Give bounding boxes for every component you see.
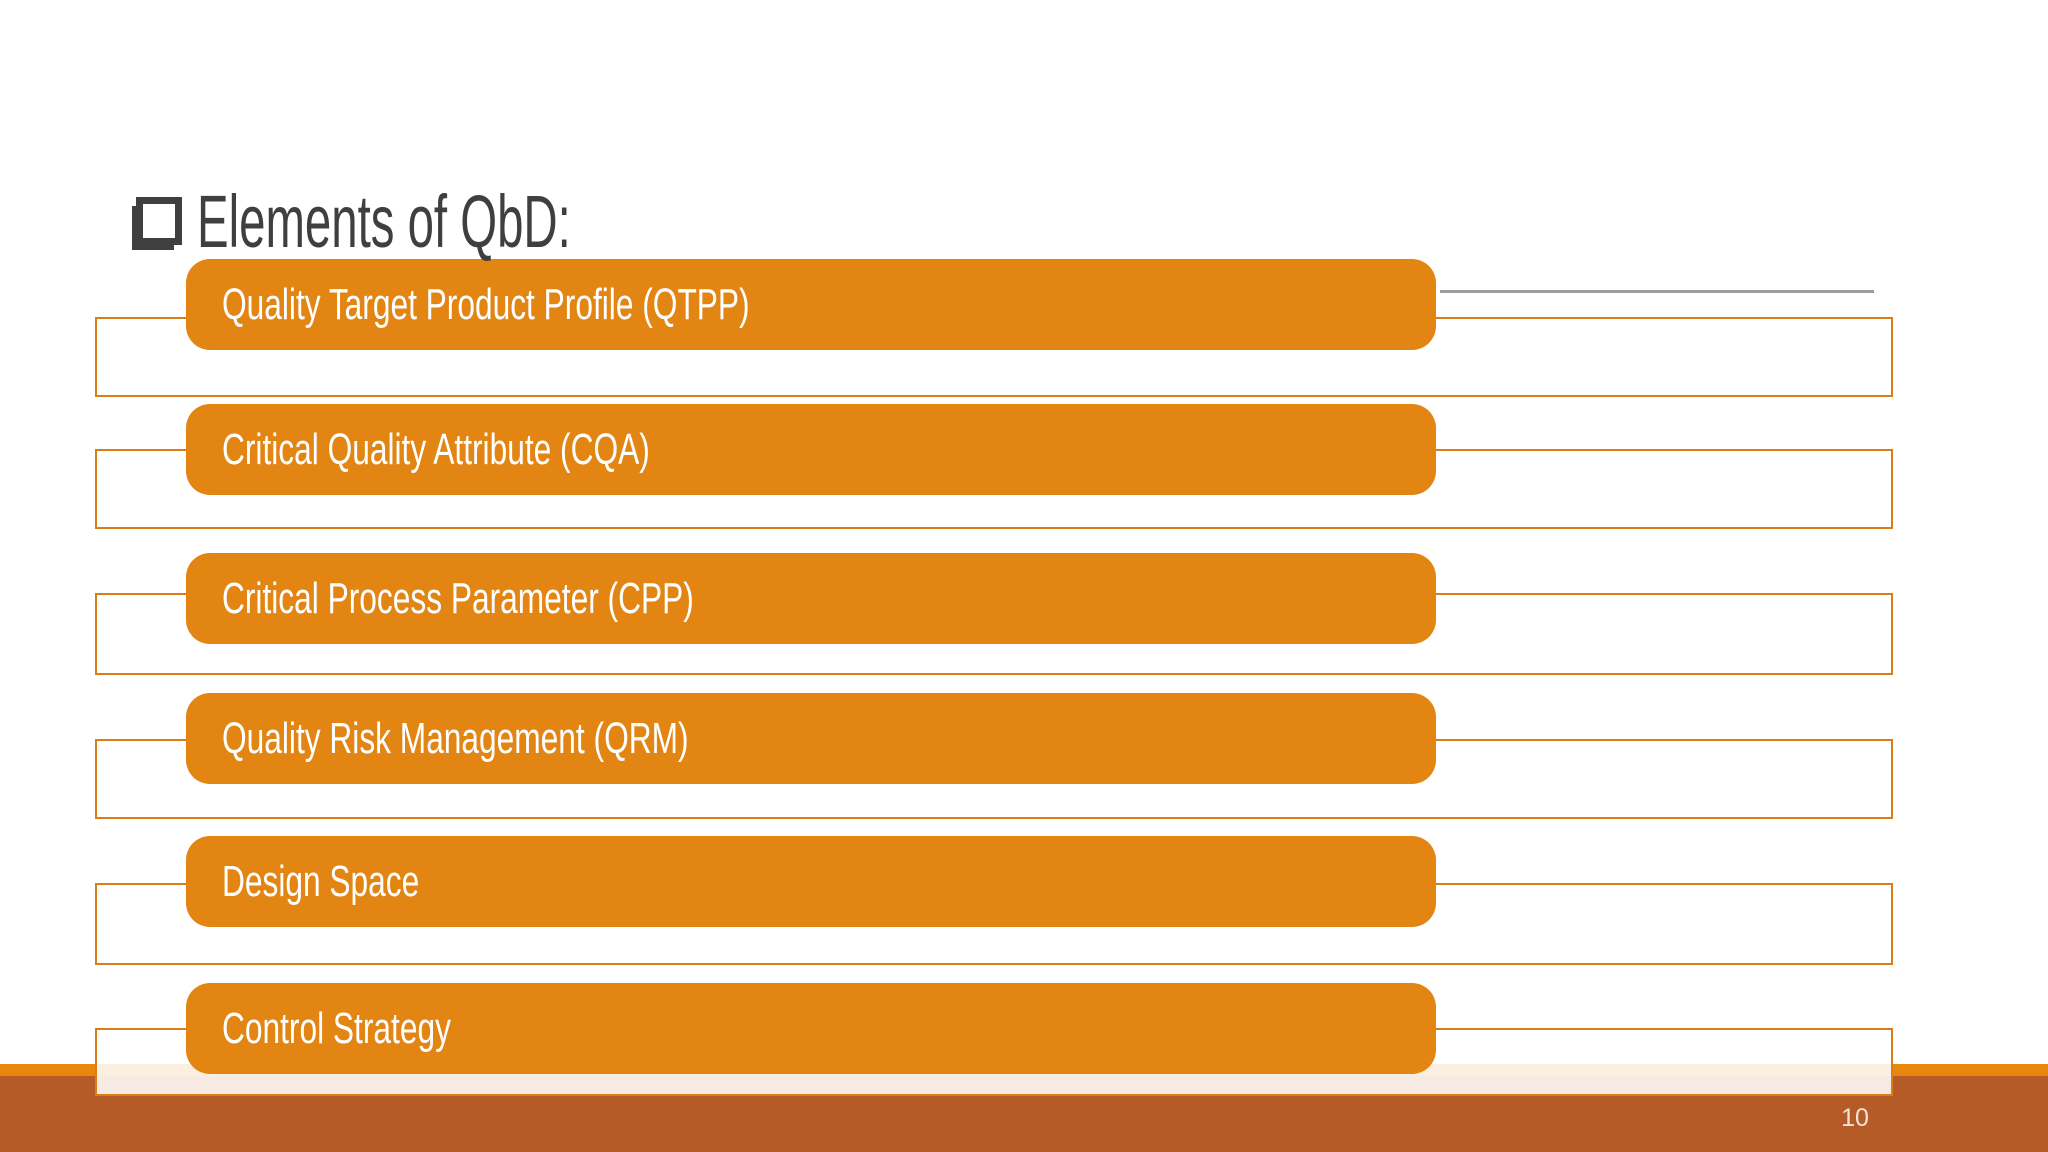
element-bar-cpp: Critical Process Parameter (CPP) [186, 553, 1436, 644]
element-label-design-space: Design Space [222, 856, 420, 906]
element-bar-qrm: Quality Risk Management (QRM) [186, 693, 1436, 784]
title-underline [1440, 290, 1874, 293]
element-label-cpp: Critical Process Parameter (CPP) [222, 573, 694, 623]
shadowed-square-bullet-icon [136, 197, 182, 245]
element-label-control-strategy: Control Strategy [222, 1003, 451, 1053]
element-bar-design-space: Design Space [186, 836, 1436, 927]
element-label-cqa: Critical Quality Attribute (CQA) [222, 424, 650, 474]
element-label-qrm: Quality Risk Management (QRM) [222, 713, 689, 763]
element-label-qtpp: Quality Target Product Profile (QTPP) [222, 279, 750, 329]
page-number: 10 [1841, 1104, 1869, 1132]
element-bar-cqa: Critical Quality Attribute (CQA) [186, 404, 1436, 495]
page-title: Elements of QbD: [197, 180, 571, 263]
element-bar-qtpp: Quality Target Product Profile (QTPP) [186, 259, 1436, 350]
element-bar-control-strategy: Control Strategy [186, 983, 1436, 1074]
